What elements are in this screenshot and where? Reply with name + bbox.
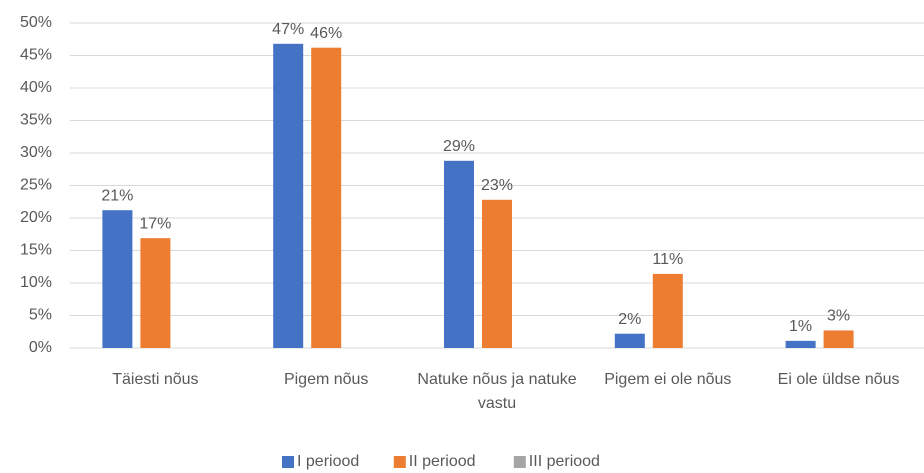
y-tick-label: 0% xyxy=(29,339,52,356)
bar xyxy=(140,238,171,348)
bar xyxy=(311,47,342,348)
data-label: 3% xyxy=(827,308,850,325)
legend-swatch xyxy=(513,456,526,468)
y-tick-label: 35% xyxy=(20,112,52,129)
y-tick-label: 30% xyxy=(20,144,52,161)
x-tick-label: Ei ole üldse nõus xyxy=(777,371,900,388)
bar xyxy=(785,340,816,348)
legend-label: I periood xyxy=(297,453,359,470)
data-label: 11% xyxy=(652,251,683,268)
y-tick-label: 25% xyxy=(20,177,52,194)
data-label: 1% xyxy=(789,318,812,335)
bar xyxy=(482,199,512,348)
y-tick-label: 45% xyxy=(20,47,52,64)
x-tick-label: Natuke nõus ja natuke vastu xyxy=(417,371,577,412)
y-tick-label: 40% xyxy=(20,79,52,96)
data-label: 21% xyxy=(101,187,133,204)
data-label: 2% xyxy=(618,311,641,328)
bar xyxy=(273,43,304,349)
x-tick-label: Pigem nõus xyxy=(283,371,369,388)
x-tick-label: Täiesti nõus xyxy=(112,371,199,388)
bar xyxy=(823,330,854,348)
y-tick-label: 50% xyxy=(20,14,52,31)
bar xyxy=(444,160,474,348)
legend-label: III periood xyxy=(529,453,600,470)
y-tick-label: 5% xyxy=(29,307,52,324)
y-tick-label: 10% xyxy=(20,274,52,291)
data-label: 29% xyxy=(443,138,475,155)
legend-swatch xyxy=(282,456,294,468)
data-label: 46% xyxy=(310,25,342,42)
y-tick-label: 20% xyxy=(20,209,52,226)
data-label: 47% xyxy=(272,21,304,38)
legend-swatch xyxy=(393,456,406,468)
data-label: 23% xyxy=(481,177,513,194)
bar xyxy=(614,333,645,348)
bar xyxy=(102,210,133,348)
bar xyxy=(652,273,683,348)
legend-label: II periood xyxy=(409,453,476,470)
y-tick-label: 15% xyxy=(20,242,52,259)
data-label: 17% xyxy=(139,215,171,232)
x-tick-label: Pigem ei ole nõus xyxy=(604,371,732,388)
